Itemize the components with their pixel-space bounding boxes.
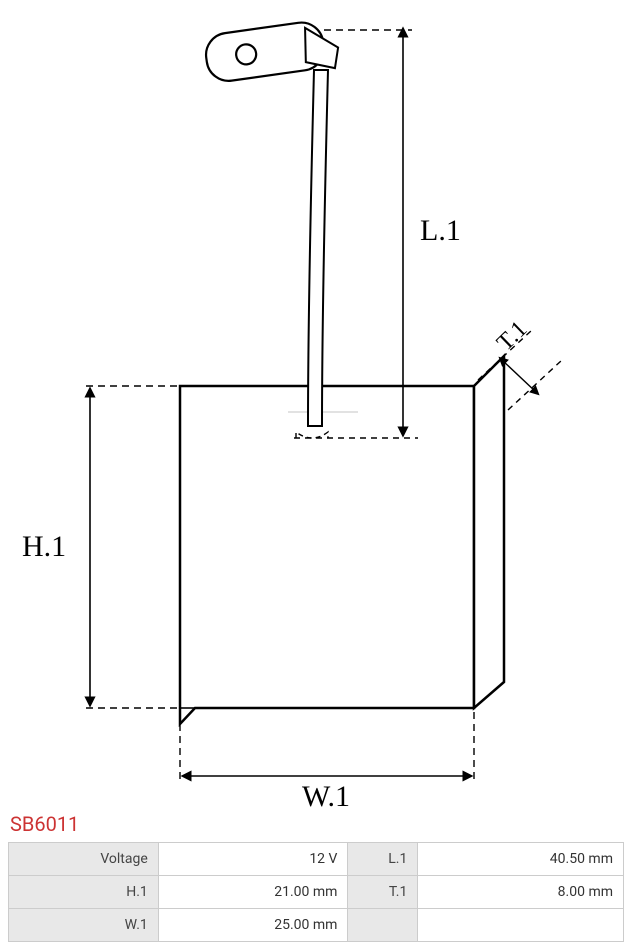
part-code: SB6011 bbox=[10, 812, 624, 836]
dimension-L1: L.1 bbox=[324, 30, 461, 432]
label-W1: W.1 bbox=[302, 780, 350, 808]
label-H1: H.1 bbox=[22, 530, 66, 563]
dimension-W1: W.1 bbox=[180, 712, 474, 808]
label-L1: L.1 bbox=[420, 214, 461, 247]
spec-label: H.1 bbox=[9, 876, 159, 909]
diagram-svg: L.1 H.1 W.1 T.1 bbox=[8, 8, 624, 808]
lead-wire bbox=[308, 70, 328, 426]
spec-label: Voltage bbox=[9, 843, 159, 876]
spec-table: Voltage 12 V L.1 40.50 mm H.1 21.00 mm T… bbox=[8, 842, 624, 942]
spec-value: 25.00 mm bbox=[158, 909, 348, 942]
spec-value: 12 V bbox=[158, 843, 348, 876]
spec-value: 8.00 mm bbox=[418, 876, 624, 909]
spec-value: 40.50 mm bbox=[418, 843, 624, 876]
table-row: H.1 21.00 mm T.1 8.00 mm bbox=[9, 876, 624, 909]
spec-label: W.1 bbox=[9, 909, 159, 942]
brush-block bbox=[180, 356, 504, 724]
spec-label: T.1 bbox=[348, 876, 418, 909]
dimension-H1: H.1 bbox=[22, 386, 182, 708]
spec-label bbox=[348, 909, 418, 942]
spec-value: 21.00 mm bbox=[158, 876, 348, 909]
spec-value bbox=[418, 909, 624, 942]
technical-diagram: L.1 H.1 W.1 T.1 bbox=[8, 8, 624, 808]
table-row: Voltage 12 V L.1 40.50 mm bbox=[9, 843, 624, 876]
label-T1: T.1 bbox=[492, 316, 532, 356]
spec-label: L.1 bbox=[348, 843, 418, 876]
table-row: W.1 25.00 mm bbox=[9, 909, 624, 942]
